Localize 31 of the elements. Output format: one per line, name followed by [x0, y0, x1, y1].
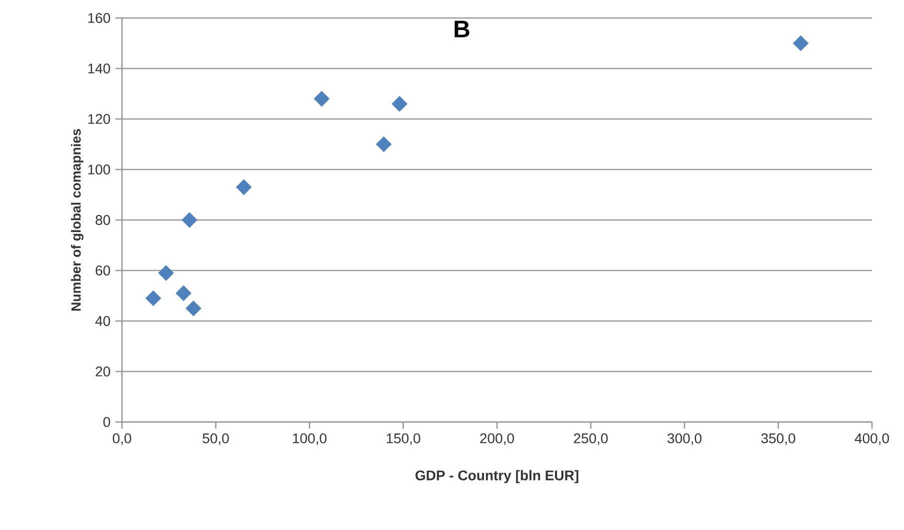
y-tick-label: 40	[95, 316, 110, 326]
x-tick-label: 400,0	[854, 433, 889, 445]
x-axis-title: GDP - Country [bln EUR]	[416, 470, 578, 484]
chart-title: B	[454, 20, 470, 38]
y-tick-label: 100	[88, 164, 110, 174]
point	[158, 265, 174, 281]
point	[236, 179, 252, 195]
point	[186, 300, 202, 316]
point	[792, 35, 809, 52]
point	[176, 285, 192, 302]
point	[182, 212, 198, 228]
x-tick-label: 50,0	[202, 433, 229, 445]
y-tick-label: 160	[88, 13, 110, 23]
y-tick-label: 0	[103, 417, 110, 427]
y-tick-label: 120	[88, 114, 110, 124]
point	[376, 136, 392, 152]
y-tick-label: 20	[96, 366, 110, 376]
y-tick-label: 80	[96, 215, 110, 225]
point	[146, 290, 162, 306]
x-tick-label: 350,0	[761, 433, 796, 445]
x-tick-label: 150,0	[386, 433, 420, 445]
x-tick-label: 0,0	[112, 433, 132, 445]
y-tick-label: 60	[96, 266, 110, 276]
y-tick-label: 140	[88, 64, 110, 74]
x-tick-label: 200,0	[480, 433, 514, 445]
y-axis-title: Number of global comapnies	[70, 129, 84, 311]
x-tick-label: 250,0	[574, 433, 608, 445]
x-tick-label: 300,0	[668, 433, 702, 445]
point	[314, 90, 330, 107]
point	[392, 96, 408, 112]
x-tick-label: 100,0	[293, 433, 326, 445]
